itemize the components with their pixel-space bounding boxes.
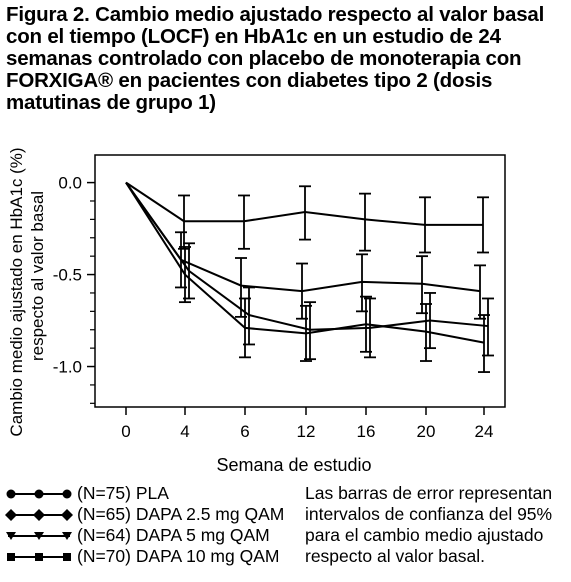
circle-marker-icon: [6, 489, 72, 498]
x-tick-label: 4: [180, 422, 189, 441]
y-axis-label: Cambio medio ajustado en HbA1c (%): [7, 147, 26, 436]
series-group: [125, 181, 494, 373]
x-tick-label: 6: [240, 422, 249, 441]
series: [125, 181, 489, 254]
title-line: FORXIGA® en pacientes con diabetes tipo …: [6, 69, 493, 92]
y-tick-label: 0.0: [58, 174, 82, 193]
error-bar: [178, 194, 190, 250]
error-bar-note: Las barras de error representan interval…: [305, 483, 552, 567]
title-line: matutinas de grupo 1): [6, 91, 216, 114]
legend-label: (N=70) DAPA 10 mg QAM: [77, 546, 280, 566]
chart-title: Figura 2. Cambio medio ajustado respecto…: [6, 4, 566, 114]
legend-label: (N=64) DAPA 5 mg QAM: [77, 525, 270, 545]
title-line: con el tiempo (LOCF) en HbA1c en un estu…: [6, 25, 501, 48]
legend-item: (N=70) DAPA 10 mg QAM: [4, 546, 284, 567]
error-bar: [477, 196, 489, 254]
error-bar: [419, 196, 431, 254]
note-line: intervalos de confianza del 95%: [305, 504, 553, 524]
legend-item: (N=64) DAPA 5 mg QAM: [4, 525, 284, 546]
series: [125, 182, 486, 320]
legend: (N=75) PLA (N=65) DAPA 2.5 mg QAM (N=64)…: [4, 483, 284, 567]
square-marker-icon: [7, 552, 71, 561]
y-tick-label: -1.0: [53, 358, 82, 377]
error-bar: [478, 314, 490, 373]
note-line: respecto al valor basal.: [305, 546, 485, 566]
plot-frame: [94, 154, 506, 408]
y-axis-label: respecto al valor basal: [28, 191, 47, 361]
error-bar: [239, 297, 251, 359]
legend-label: (N=75) PLA: [77, 483, 169, 503]
plot-area: [94, 154, 506, 408]
error-bar: [420, 303, 432, 362]
error-bar: [238, 194, 250, 250]
series: [125, 182, 490, 373]
x-tick-label: 24: [475, 422, 494, 441]
legend-item: (N=75) PLA: [4, 483, 284, 504]
title-line: Figura 2. Cambio medio ajustado respecto…: [6, 3, 545, 26]
x-axis-label: Semana de estudio: [216, 455, 371, 475]
diamond-marker-icon: [5, 508, 73, 521]
legend-item: (N=65) DAPA 2.5 mg QAM: [4, 504, 284, 525]
title-line: semanas controlado con placebo de monote…: [6, 47, 522, 70]
x-tick-label: 16: [357, 422, 376, 441]
error-bar: [360, 295, 372, 353]
x-tick-label: 12: [297, 422, 316, 441]
note-line: para el cambio medio ajustado: [305, 525, 544, 545]
error-bar: [474, 264, 486, 320]
error-bar: [179, 246, 191, 304]
error-bar: [299, 185, 311, 241]
x-tick-label: 0: [121, 422, 130, 441]
legend-label: (N=65) DAPA 2.5 mg QAM: [77, 504, 285, 524]
axis-ticks: 0 4 6 12 16 20 24 0.0 -0.5 -1.0: [53, 174, 494, 441]
series-line: [125, 182, 481, 293]
error-bar: [300, 304, 312, 362]
x-tick-label: 20: [417, 422, 436, 441]
triangle-down-marker-icon: [6, 531, 72, 540]
error-bar: [359, 192, 371, 252]
note-line: Las barras de error representan: [305, 483, 553, 503]
y-tick-label: -0.5: [53, 266, 82, 285]
